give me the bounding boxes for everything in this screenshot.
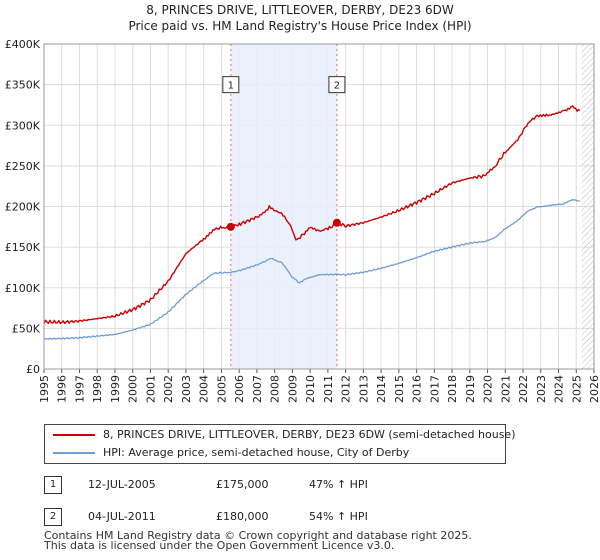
legend-swatch-property [53, 434, 95, 436]
legend-item-property: 8, PRINCES DRIVE, LITTLEOVER, DERBY, DE2… [45, 426, 516, 444]
footer-copyright: Contains HM Land Registry data © Crown c… [44, 529, 472, 542]
legend-label-hpi: HPI: Average price, semi-detached house,… [103, 446, 410, 459]
transaction-row: 1 12-JUL-2005 £175,000 47% ↑ HPI [44, 476, 544, 498]
x-tick-label: 1996 [56, 375, 69, 403]
x-tick-label: 2025 [570, 375, 583, 403]
transaction-point [332, 218, 341, 227]
transaction-date: 04-JUL-2011 [88, 510, 156, 523]
x-tick-label: 2016 [411, 375, 424, 403]
x-tick-label: 2010 [304, 375, 317, 403]
x-tick-label: 2001 [144, 375, 157, 403]
axes: £0 £50K £100K £150K £200K £250K £300K £350K £400… [5, 38, 600, 403]
y-tick-label: £50K [12, 322, 41, 335]
x-tick-label: 2021 [499, 375, 512, 403]
y-tick-label: £150K [5, 241, 41, 254]
x-tick-label: 2004 [198, 375, 211, 403]
x-tick-label: 2014 [375, 375, 388, 403]
legend: 8, PRINCES DRIVE, LITTLEOVER, DERBY, DE2… [44, 424, 516, 464]
x-tick-label: 1997 [73, 375, 86, 403]
transaction-point [226, 222, 235, 231]
x-tick-label: 1999 [109, 375, 122, 403]
x-tick-label: 2012 [340, 375, 353, 403]
plot-frame [43, 43, 595, 370]
x-tick-label: 2022 [517, 375, 530, 403]
x-tick-label: 2002 [162, 375, 175, 403]
legend-swatch-hpi [53, 452, 95, 454]
y-tick-label: £0 [26, 363, 40, 376]
y-tick-label: £300K [5, 119, 41, 132]
transaction-price: £180,000 [216, 510, 269, 523]
legend-item-hpi: HPI: Average price, semi-detached house,… [45, 444, 505, 462]
y-tick-label: £400K [5, 38, 41, 51]
x-tick-label: 1998 [91, 375, 104, 403]
future-hatch [581, 44, 594, 369]
price-chart: 8, PRINCES DRIVE, LITTLEOVER, DERBY, DE2… [5, 3, 600, 403]
x-tick-label: 2011 [322, 375, 335, 403]
y-tick-label: £200K [5, 201, 41, 214]
x-tick-label: 2008 [269, 375, 282, 403]
transaction-price: £175,000 [216, 478, 269, 491]
x-tick-label: 2017 [428, 375, 441, 403]
transaction-badge-box [328, 76, 346, 94]
series-line-property [43, 105, 581, 325]
y-tick-label: £350K [5, 79, 41, 92]
transaction-date: 12-JUL-2005 [88, 478, 156, 491]
chart-subtitle: Price paid vs. HM Land Registry's House … [128, 19, 471, 33]
y-tick-label: £250K [5, 160, 41, 173]
x-tick-label: 2006 [233, 375, 246, 403]
x-tick-label: 2013 [357, 375, 370, 403]
x-tick-label: 2015 [393, 375, 406, 403]
x-tick-label: 2020 [482, 375, 495, 403]
x-tick-label: 1995 [38, 375, 51, 403]
y-tick-label: £100K [5, 282, 41, 295]
footer: Contains HM Land Registry data © Crown c… [44, 529, 564, 552]
x-tick-label: 2009 [286, 375, 299, 403]
transaction-hpi-change: 54% ↑ HPI [309, 510, 368, 523]
transaction-badge-box [222, 76, 240, 94]
transaction-badge: 2 [44, 508, 62, 526]
x-tick-label: 2003 [180, 375, 193, 403]
x-tick-label: 2005 [215, 375, 228, 403]
x-tick-label: 2026 [588, 375, 600, 403]
ownership-shade [230, 44, 337, 369]
x-tick-label: 2000 [127, 375, 140, 403]
transaction-badge-label: 2 [334, 81, 340, 92]
legend-label-property: 8, PRINCES DRIVE, LITTLEOVER, DERBY, DE2… [103, 428, 516, 441]
series-line-hpi [43, 198, 580, 340]
chart-title: 8, PRINCES DRIVE, LITTLEOVER, DERBY, DE2… [146, 3, 454, 17]
footer-licence: This data is licensed under the Open Gov… [44, 539, 395, 552]
transaction-badge: 1 [44, 476, 62, 494]
series-layer [43, 105, 581, 340]
transaction-row: 2 04-JUL-2011 £180,000 54% ↑ HPI [44, 508, 544, 530]
x-tick-label: 2018 [446, 375, 459, 403]
ownership-period-shading [230, 44, 594, 369]
x-tick-label: 2023 [535, 375, 548, 403]
x-tick-label: 2019 [464, 375, 477, 403]
transaction-hpi-change: 47% ↑ HPI [309, 478, 368, 491]
x-tick-label: 2024 [553, 375, 566, 403]
x-tick-label: 2007 [251, 375, 264, 403]
transaction-badge-label: 1 [228, 81, 234, 92]
